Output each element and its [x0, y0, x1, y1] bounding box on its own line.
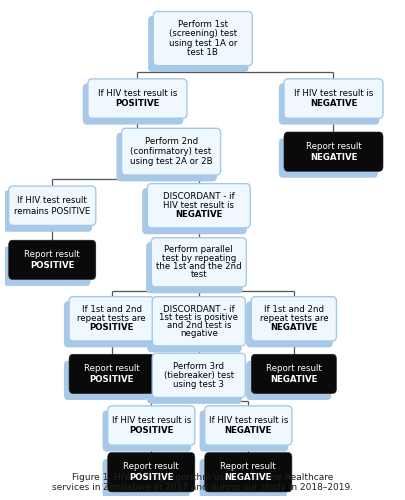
FancyBboxPatch shape	[284, 132, 383, 172]
FancyBboxPatch shape	[9, 186, 96, 226]
FancyBboxPatch shape	[147, 184, 250, 228]
Text: (confirmatory) test: (confirmatory) test	[130, 147, 212, 156]
Text: DISCORDANT - if: DISCORDANT - if	[163, 304, 234, 314]
FancyBboxPatch shape	[64, 301, 151, 348]
Text: Report result: Report result	[24, 250, 80, 259]
Text: If 1st and 2nd: If 1st and 2nd	[82, 306, 142, 314]
Text: Report result: Report result	[220, 462, 276, 471]
Text: repeat tests are: repeat tests are	[77, 314, 146, 324]
FancyBboxPatch shape	[146, 242, 243, 294]
Text: HIV test result is: HIV test result is	[163, 201, 234, 210]
Text: Perform 1st: Perform 1st	[178, 20, 228, 30]
Text: 1st test is positive: 1st test is positive	[159, 312, 238, 322]
FancyBboxPatch shape	[251, 296, 337, 341]
Text: DISCORDANT - if: DISCORDANT - if	[163, 192, 234, 201]
Text: POSITIVE: POSITIVE	[30, 260, 75, 270]
Text: test: test	[190, 270, 207, 279]
FancyBboxPatch shape	[148, 16, 249, 72]
Text: Perform 3rd: Perform 3rd	[173, 362, 224, 371]
Text: NEGATIVE: NEGATIVE	[270, 375, 318, 384]
Text: (tiebreaker) test: (tiebreaker) test	[164, 371, 234, 380]
FancyBboxPatch shape	[205, 452, 292, 492]
FancyBboxPatch shape	[147, 301, 242, 352]
FancyBboxPatch shape	[83, 84, 183, 124]
FancyBboxPatch shape	[200, 459, 287, 498]
FancyBboxPatch shape	[116, 133, 217, 182]
FancyBboxPatch shape	[102, 459, 190, 498]
FancyBboxPatch shape	[279, 84, 379, 124]
FancyBboxPatch shape	[108, 406, 195, 445]
Text: NEGATIVE: NEGATIVE	[310, 152, 357, 162]
FancyBboxPatch shape	[151, 238, 246, 287]
Text: Report result: Report result	[266, 364, 322, 373]
Text: POSITIVE: POSITIVE	[115, 100, 160, 108]
Text: POSITIVE: POSITIVE	[129, 473, 173, 482]
FancyBboxPatch shape	[152, 353, 245, 398]
Text: If HIV test result is: If HIV test result is	[98, 89, 177, 98]
FancyBboxPatch shape	[147, 358, 242, 404]
Text: test by repeating: test by repeating	[162, 254, 236, 262]
FancyBboxPatch shape	[251, 354, 337, 394]
Text: POSITIVE: POSITIVE	[90, 324, 134, 332]
FancyBboxPatch shape	[279, 138, 378, 177]
Text: Figure 1. HIV testing algorithm used in routine healthcare
services in Zimbabwe : Figure 1. HIV testing algorithm used in …	[52, 472, 353, 492]
Text: If HIV test result is: If HIV test result is	[209, 416, 288, 425]
FancyBboxPatch shape	[153, 12, 252, 66]
FancyBboxPatch shape	[88, 79, 187, 118]
FancyBboxPatch shape	[142, 188, 247, 234]
FancyBboxPatch shape	[108, 452, 195, 492]
Text: (screening) test: (screening) test	[169, 30, 237, 38]
Text: Report result: Report result	[124, 462, 179, 471]
Text: remains POSITIVE: remains POSITIVE	[14, 206, 90, 216]
FancyBboxPatch shape	[246, 360, 331, 400]
Text: NEGATIVE: NEGATIVE	[225, 473, 272, 482]
Text: test 1B: test 1B	[188, 48, 218, 57]
Text: NEGATIVE: NEGATIVE	[270, 324, 318, 332]
FancyBboxPatch shape	[246, 301, 333, 348]
Text: the 1st and the 2nd: the 1st and the 2nd	[156, 262, 242, 271]
Text: If 1st and 2nd: If 1st and 2nd	[264, 306, 324, 314]
FancyBboxPatch shape	[122, 128, 221, 175]
FancyBboxPatch shape	[4, 190, 92, 232]
Text: If HIV test result is: If HIV test result is	[111, 416, 191, 425]
Text: Perform parallel: Perform parallel	[164, 246, 233, 254]
Text: If HIV test result is: If HIV test result is	[294, 89, 373, 98]
Text: repeat tests are: repeat tests are	[260, 314, 328, 324]
Text: and 2nd test is: and 2nd test is	[166, 321, 231, 330]
Text: Report result: Report result	[306, 142, 361, 151]
FancyBboxPatch shape	[205, 406, 292, 445]
Text: Report result: Report result	[84, 364, 140, 373]
Text: using test 3: using test 3	[173, 380, 224, 389]
FancyBboxPatch shape	[64, 360, 149, 400]
Text: Perform 2nd: Perform 2nd	[145, 138, 198, 146]
Text: If HIV test result: If HIV test result	[17, 196, 87, 205]
FancyBboxPatch shape	[69, 354, 154, 394]
Text: using test 1A or: using test 1A or	[168, 38, 237, 48]
FancyBboxPatch shape	[9, 240, 96, 280]
FancyBboxPatch shape	[284, 79, 383, 118]
FancyBboxPatch shape	[4, 246, 91, 286]
Text: using test 2A or 2B: using test 2A or 2B	[130, 157, 212, 166]
Text: NEGATIVE: NEGATIVE	[175, 210, 222, 220]
Text: NEGATIVE: NEGATIVE	[310, 100, 357, 108]
FancyBboxPatch shape	[152, 296, 245, 346]
Text: POSITIVE: POSITIVE	[129, 426, 173, 436]
Text: POSITIVE: POSITIVE	[90, 375, 134, 384]
Text: negative: negative	[180, 329, 218, 338]
FancyBboxPatch shape	[102, 410, 191, 452]
FancyBboxPatch shape	[200, 410, 288, 452]
Text: NEGATIVE: NEGATIVE	[225, 426, 272, 436]
FancyBboxPatch shape	[69, 296, 154, 341]
